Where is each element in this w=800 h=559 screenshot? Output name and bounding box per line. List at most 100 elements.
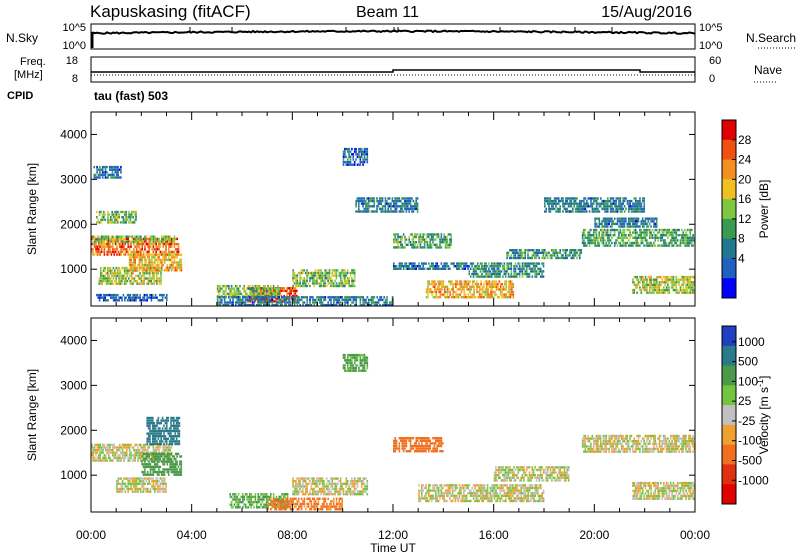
heatmap-cell — [99, 166, 101, 168]
heatmap-cell — [322, 301, 324, 303]
heatmap-cell — [143, 256, 145, 258]
heatmap-cell — [461, 283, 463, 285]
heatmap-cell — [407, 200, 409, 202]
heatmap-cell — [376, 301, 378, 303]
heatmap-cell — [139, 297, 141, 299]
heatmap-cell — [132, 454, 134, 456]
heatmap-cell — [322, 285, 324, 287]
heatmap-cell — [460, 262, 462, 264]
heatmap-cell — [635, 208, 637, 210]
heatmap-cell — [369, 197, 371, 199]
heatmap-cell — [289, 287, 291, 289]
heatmap-cell — [666, 231, 668, 233]
heatmap-cell — [133, 261, 135, 263]
heatmap-cell — [520, 268, 522, 270]
heatmap-cell — [169, 461, 171, 463]
heatmap-cell — [301, 277, 303, 279]
heatmap-cell — [130, 259, 132, 261]
heatmap-cell — [243, 301, 245, 303]
heatmap-cell — [632, 244, 634, 246]
heatmap-cell — [481, 268, 483, 270]
heatmap-cell — [162, 236, 164, 238]
heatmap-cell — [343, 158, 345, 160]
heatmap-cell — [112, 251, 114, 253]
heatmap-cell — [269, 301, 271, 303]
heatmap-cell — [340, 280, 342, 282]
heatmap-cell — [634, 276, 636, 278]
heatmap-cell — [364, 301, 366, 303]
heatmap-cell — [524, 254, 526, 256]
heatmap-cell — [498, 273, 500, 275]
heatmap-cell — [101, 246, 103, 248]
heatmap-cell — [624, 210, 626, 212]
heatmap-cell — [674, 239, 676, 241]
heatmap-cell — [678, 284, 680, 286]
heatmap-cell — [312, 282, 314, 284]
heatmap-cell — [424, 233, 426, 235]
heatmap-cell — [315, 280, 317, 282]
y-tick-label: 3000 — [60, 172, 87, 186]
heatmap-cell — [635, 205, 637, 207]
heatmap-cell — [408, 200, 410, 202]
heatmap-cell — [360, 161, 362, 163]
heatmap-cell — [353, 301, 355, 303]
heatmap-cell — [386, 296, 388, 298]
heatmap-cell — [601, 242, 603, 244]
heatmap-cell — [285, 296, 287, 298]
heatmap-cell — [587, 234, 589, 236]
heatmap-cell — [499, 280, 501, 282]
heatmap-cell — [325, 277, 327, 279]
heatmap-cell — [417, 208, 419, 210]
heatmap-cell — [109, 452, 111, 454]
heatmap-cell — [120, 251, 122, 253]
heatmap-cell — [533, 249, 535, 251]
heatmap-cell — [110, 297, 112, 299]
heatmap-cell — [509, 275, 511, 277]
heatmap-cell — [659, 284, 661, 286]
heatmap-cell — [152, 277, 154, 279]
heatmap-cell — [403, 265, 405, 267]
heatmap-cell — [515, 254, 517, 256]
heatmap-cell — [418, 268, 420, 270]
heatmap-cell — [98, 454, 100, 456]
heatmap-cell — [92, 243, 94, 245]
heatmap-cell — [344, 296, 346, 298]
heatmap-cell — [157, 474, 159, 476]
heatmap-cell — [509, 249, 511, 251]
heatmap-cell — [161, 236, 163, 238]
heatmap-cell — [452, 291, 454, 293]
heatmap-cell — [555, 249, 557, 251]
heatmap-cell — [452, 293, 454, 295]
heatmap-cell — [494, 291, 496, 293]
heatmap-cell — [406, 205, 408, 207]
heatmap-cell — [115, 267, 117, 269]
heatmap-cell — [108, 248, 110, 250]
heatmap-cell — [113, 277, 115, 279]
heatmap-cell — [420, 246, 422, 248]
heatmap-cell — [501, 296, 503, 298]
heatmap-cell — [685, 239, 687, 241]
heatmap-cell — [113, 241, 115, 243]
heatmap-cell — [278, 293, 280, 295]
heatmap-cell — [611, 242, 613, 244]
heatmap-cell — [355, 301, 357, 303]
heatmap-cell — [541, 262, 543, 264]
heatmap-cell — [652, 220, 654, 222]
heatmap-cell — [539, 273, 541, 275]
heatmap-cell — [492, 265, 494, 267]
heatmap-cell — [533, 262, 535, 264]
heatmap-cell — [309, 280, 311, 282]
heatmap-cell — [639, 210, 641, 212]
heatmap-cell — [92, 236, 94, 238]
heatmap-cell — [655, 244, 657, 246]
heatmap-cell — [692, 292, 694, 294]
heatmap-cell — [618, 231, 620, 233]
heatmap-cell — [255, 290, 257, 292]
heatmap-cell — [112, 236, 114, 238]
heatmap-cell — [167, 264, 169, 266]
heatmap-cell — [102, 457, 104, 459]
heatmap-cell — [410, 244, 412, 246]
heatmap-cell — [406, 200, 408, 202]
heatmap-cell — [129, 269, 131, 271]
heatmap-cell — [362, 205, 364, 207]
